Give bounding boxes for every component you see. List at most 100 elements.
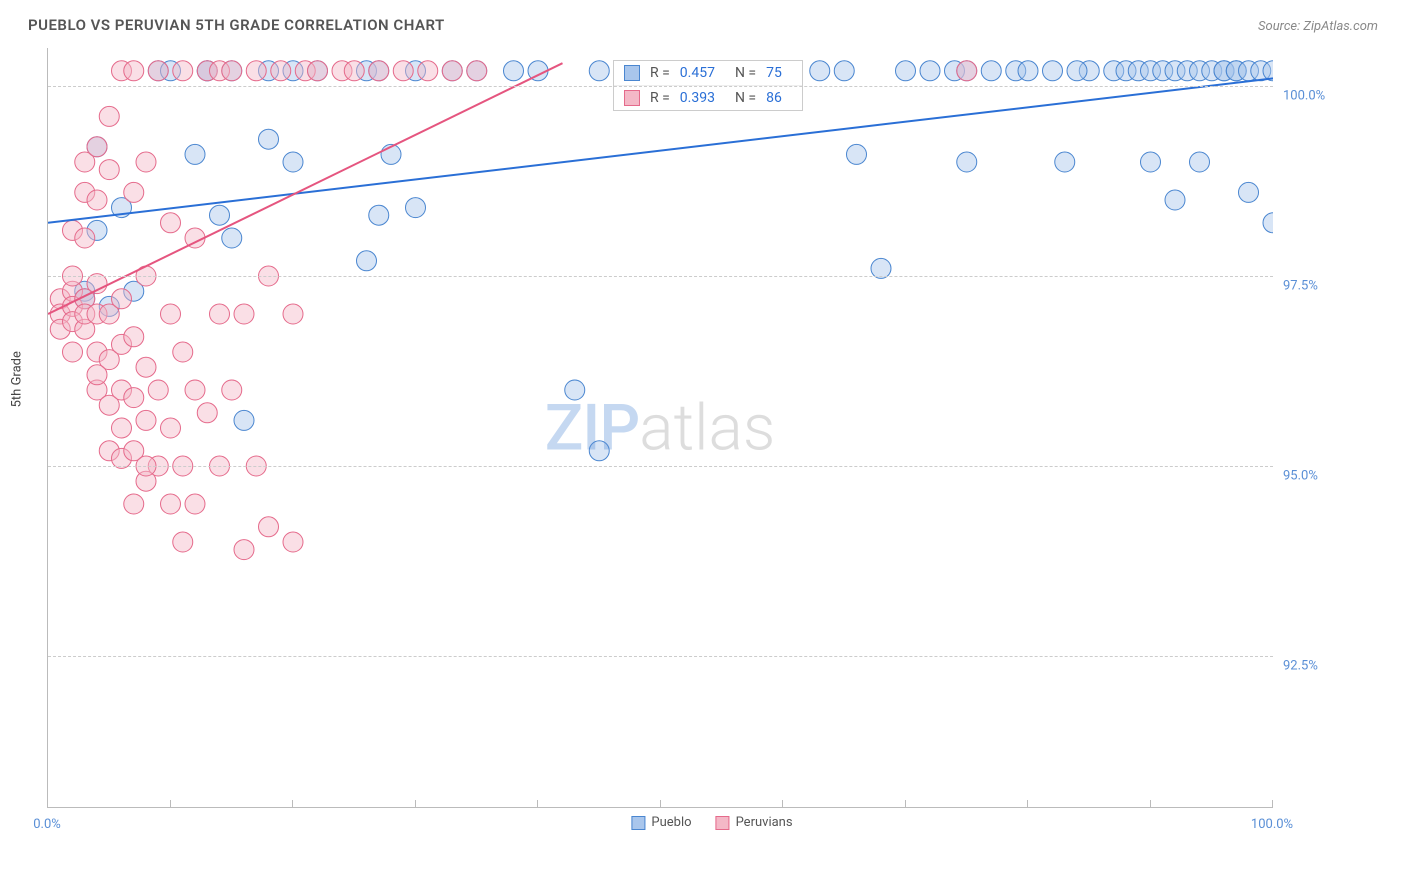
data-point	[75, 228, 95, 248]
stats-r-value: 0.457	[680, 65, 715, 81]
data-point	[393, 61, 413, 81]
data-point	[148, 380, 168, 400]
stats-n-value: 86	[766, 90, 782, 106]
data-point	[834, 61, 854, 81]
data-point	[589, 61, 609, 81]
data-point	[418, 61, 438, 81]
legend-item: Pueblo	[631, 815, 691, 830]
stats-swatch	[624, 90, 640, 106]
chart-header: PUEBLO VS PERUVIAN 5TH GRADE CORRELATION…	[0, 0, 1406, 42]
data-point	[259, 129, 279, 149]
x-tick	[660, 800, 661, 808]
chart-container: 5th Grade ZIPatlas R =0.457N =75R =0.393…	[47, 48, 1377, 828]
data-point	[957, 152, 977, 172]
data-point	[87, 365, 107, 385]
stats-n-value: 75	[766, 65, 782, 81]
x-tick	[1150, 800, 1151, 808]
data-point	[504, 61, 524, 81]
data-point	[173, 532, 193, 552]
grid-line	[48, 466, 1273, 467]
data-point	[148, 61, 168, 81]
y-tick-label: 92.5%	[1283, 659, 1318, 674]
stats-n-label: N =	[735, 65, 756, 81]
grid-line	[48, 656, 1273, 657]
data-point	[920, 61, 940, 81]
data-point	[344, 61, 364, 81]
data-point	[112, 289, 132, 309]
stats-swatch	[624, 65, 640, 81]
data-point	[161, 418, 181, 438]
data-point	[161, 304, 181, 324]
grid-line	[48, 86, 1273, 87]
data-point	[136, 357, 156, 377]
x-tick	[1272, 800, 1273, 808]
data-point	[467, 61, 487, 81]
y-tick-label: 95.0%	[1283, 469, 1318, 484]
plot-svg	[48, 48, 1273, 808]
data-point	[161, 213, 181, 233]
x-tick	[170, 800, 171, 808]
data-point	[124, 388, 144, 408]
data-point	[357, 251, 377, 271]
data-point	[442, 61, 462, 81]
data-point	[136, 152, 156, 172]
data-point	[369, 205, 389, 225]
data-point	[1067, 61, 1087, 81]
data-point	[283, 532, 303, 552]
legend-label: Pueblo	[651, 815, 691, 830]
data-point	[271, 61, 291, 81]
data-point	[210, 205, 230, 225]
x-tick	[415, 800, 416, 808]
data-point	[185, 380, 205, 400]
data-point	[406, 198, 426, 218]
data-point	[1141, 152, 1161, 172]
stats-r-label: R =	[650, 65, 670, 81]
data-point	[99, 160, 119, 180]
y-tick-label: 97.5%	[1283, 279, 1318, 294]
data-point	[234, 410, 254, 430]
legend-item: Peruvians	[716, 815, 793, 830]
data-point	[1239, 182, 1259, 202]
data-point	[234, 304, 254, 324]
data-point	[308, 61, 328, 81]
data-point	[1263, 213, 1273, 233]
x-tick	[47, 800, 48, 808]
data-point	[810, 61, 830, 81]
stats-row: R =0.393N =86	[614, 86, 802, 110]
legend-swatch	[716, 816, 730, 830]
data-point	[222, 61, 242, 81]
data-point	[283, 152, 303, 172]
data-point	[847, 144, 867, 164]
data-point	[136, 410, 156, 430]
data-point	[565, 380, 585, 400]
data-point	[246, 61, 266, 81]
data-point	[369, 61, 389, 81]
data-point	[957, 61, 977, 81]
data-point	[124, 327, 144, 347]
legend-bottom: Pueblo Peruvians	[631, 815, 792, 830]
grid-line	[48, 276, 1273, 277]
data-point	[173, 342, 193, 362]
data-point	[197, 403, 217, 423]
data-point	[87, 190, 107, 210]
y-tick-label: 100.0%	[1283, 89, 1325, 104]
data-point	[124, 494, 144, 514]
stats-row: R = 0.457 N = 75	[614, 61, 802, 86]
data-point	[1043, 61, 1063, 81]
legend-swatch	[631, 816, 645, 830]
data-point	[222, 380, 242, 400]
data-point	[259, 517, 279, 537]
data-point	[234, 540, 254, 560]
x-tick-label: 100.0%	[1251, 817, 1293, 832]
legend-label: Peruvians	[736, 815, 793, 830]
data-point	[1165, 190, 1185, 210]
data-point	[222, 228, 242, 248]
data-point	[1018, 61, 1038, 81]
y-axis-label: 5th Grade	[10, 351, 25, 407]
data-point	[173, 61, 193, 81]
data-point	[99, 106, 119, 126]
data-point	[124, 182, 144, 202]
data-point	[63, 342, 83, 362]
data-point	[283, 304, 303, 324]
stats-r-label: R =	[650, 90, 670, 106]
